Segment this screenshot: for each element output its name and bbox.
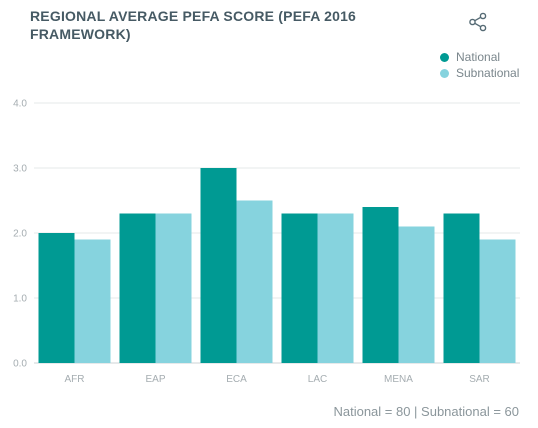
y-tick-label: 2.0 xyxy=(13,229,27,240)
x-tick-label: MENA xyxy=(384,374,413,385)
bar-national-sar xyxy=(443,213,480,363)
bar-subnational-sar xyxy=(479,239,516,363)
bar-national-lac xyxy=(281,213,318,363)
bar-subnational-mena xyxy=(398,226,435,363)
share-button[interactable] xyxy=(468,12,488,32)
bar-national-mena xyxy=(362,207,399,363)
y-tick-label: 1.0 xyxy=(13,294,27,305)
y-tick-label: 0.0 xyxy=(13,359,27,370)
bar-subnational-afr xyxy=(74,239,111,363)
sample-size-note: National = 80 | Subnational = 60 xyxy=(333,404,519,419)
x-tick-label: SAR xyxy=(469,374,490,385)
chart-legend: National Subnational xyxy=(440,49,519,81)
bar-national-eap xyxy=(119,213,156,363)
chart-title: REGIONAL AVERAGE PEFA SCORE (PEFA 2016 F… xyxy=(30,8,357,42)
legend-label-subnational: Subnational xyxy=(456,66,520,80)
bar-national-eca xyxy=(200,168,237,363)
x-tick-label: AFR xyxy=(65,374,85,385)
bar-subnational-eap xyxy=(155,213,192,363)
x-tick-label: ECA xyxy=(226,374,247,385)
legend-item-national[interactable]: National xyxy=(440,49,519,65)
legend-swatch-national xyxy=(440,52,449,62)
share-icon xyxy=(469,12,487,32)
bar-subnational-eca xyxy=(236,200,273,363)
y-tick-label: 4.0 xyxy=(13,99,27,110)
x-tick-label: EAP xyxy=(145,374,165,385)
x-tick-label: LAC xyxy=(308,374,327,385)
y-tick-label: 3.0 xyxy=(13,164,27,175)
legend-swatch-subnational xyxy=(440,68,449,78)
legend-label-national: National xyxy=(456,50,501,64)
bar-national-afr xyxy=(38,233,75,363)
bar-subnational-lac xyxy=(317,213,354,363)
legend-item-subnational[interactable]: Subnational xyxy=(440,65,519,81)
